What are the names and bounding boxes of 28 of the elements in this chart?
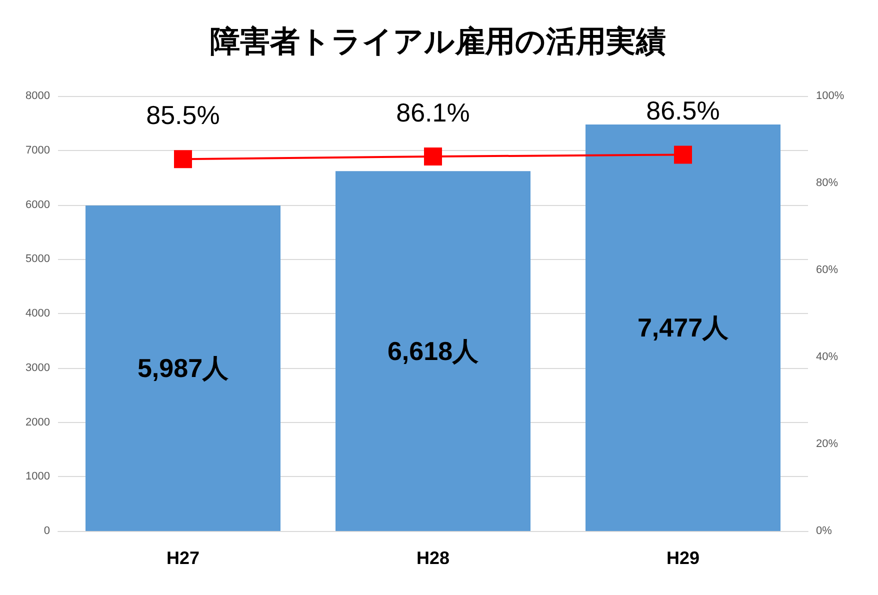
data-label: 7,477人 <box>637 312 730 343</box>
y-tick-label: 6000 <box>26 198 50 211</box>
data-label: 5,987人 <box>137 353 230 384</box>
bar <box>586 124 780 531</box>
y2-tick-label: 100% <box>816 90 844 102</box>
data-label: 86.5% <box>646 96 720 126</box>
data-label: 86.1% <box>396 97 470 128</box>
y2-tick-label: 20% <box>816 438 838 450</box>
y-tick-label: 1000 <box>26 470 50 483</box>
y-tick-label: 0 <box>44 525 50 537</box>
data-label: 85.5% <box>146 100 220 130</box>
y2-tick-label: 40% <box>816 351 838 363</box>
y-tick-label: 4000 <box>26 308 50 320</box>
y2-tick-label: 0% <box>816 525 832 537</box>
x-tick-label: H27 <box>166 548 200 568</box>
data-label: 6,618人 <box>387 336 480 366</box>
y-tick-label: 5000 <box>26 253 50 266</box>
y2-tick-label: 80% <box>816 177 838 189</box>
y-tick-label: 3000 <box>26 362 50 374</box>
y2-tick-label: 60% <box>816 264 838 276</box>
y-tick-label: 2000 <box>26 416 50 428</box>
bar <box>86 205 280 531</box>
x-tick-label: H28 <box>416 548 450 568</box>
x-tick-label: H29 <box>666 548 700 568</box>
chart-title: 障害者トライアル雇用の活用実績 <box>210 24 666 58</box>
y-tick-label: 7000 <box>26 144 50 156</box>
y-tick-label: 8000 <box>26 90 50 102</box>
bar <box>336 171 530 531</box>
